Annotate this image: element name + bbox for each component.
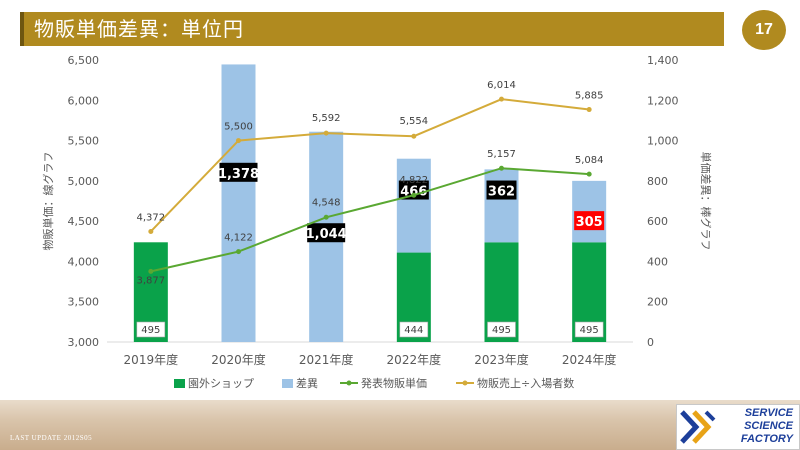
right-axis-tick-label: 600 [647,215,668,228]
left-axis-tick-label: 5,500 [68,135,100,148]
green-bar-data-label: 495 [580,325,599,336]
green-bar-label-box [399,321,429,338]
bar-blue-difference [221,64,256,342]
green-bar-data-label: 495 [141,325,160,336]
logo-line-1: SERVICE [744,407,793,419]
line-point [148,228,154,234]
line-data-label: 5,885 [575,91,604,102]
line-point [586,171,592,177]
page-number-badge: 17 [742,10,786,50]
x-axis-tick-label: 2021年度 [299,352,354,367]
line-point [411,192,417,198]
difference-label-box [398,180,429,200]
line-point [499,96,504,102]
right-axis-tick-label: 200 [647,296,668,309]
legend-marker-green [346,380,352,386]
x-axis-tick-label: 2019年度 [124,352,179,367]
page-title: 物販単価差異：単位円 [34,17,244,41]
green-bar-label-box [487,321,516,338]
line-sales-per-visitor [150,98,590,233]
line-point [323,214,329,220]
x-axis-tick-label: 2023年度 [474,352,529,367]
service-science-factory-logo: SERVICE SCIENCE FACTORY [676,404,800,450]
left-axis-tick-label: 3,500 [68,296,100,309]
x-axis-tick-label: 2024年度 [562,352,617,367]
left-axis-tick-label: 5,000 [68,175,100,188]
difference-label-box [307,223,346,243]
x-axis-tick-label: 2020年度 [211,352,266,367]
left-axis-tick-label: 4,500 [68,215,100,228]
line-data-label: 4,822 [400,175,429,186]
x-axis-tick-label: 2022年度 [387,352,442,367]
line-point [586,107,592,113]
legend-swatch-blue [282,379,293,388]
right-axis-tick-label: 400 [647,255,668,268]
right-axis-tick-label: 1,000 [647,135,679,148]
line-point [236,138,241,144]
line-data-label: 5,500 [224,122,253,133]
right-axis-title: 単価差異：棒グラフ [699,152,713,251]
line-data-label: 5,157 [487,149,516,160]
line-point [236,249,241,255]
green-bar-label-box [574,321,604,338]
chart: 6,500 6,000 5,500 5,000 4,500 4,000 3,500 3,000… [41,54,713,390]
last-update-text: LAST UPDATE 2012S05 [10,434,93,442]
legend-label: 差異 [296,376,318,390]
title-bar [20,12,724,46]
difference-data-label: 1,378 [218,167,259,182]
bar-blue-difference [396,158,431,253]
right-axis-tick-label: 800 [647,175,668,188]
logo-line-3: FACTORY [740,433,793,445]
left-axis-tick-label: 3,000 [68,336,100,349]
line-data-label: 4,548 [312,197,341,208]
line-data-label: 6,014 [487,80,516,91]
logo-mark-icon [680,410,716,444]
difference-label-box [574,211,605,231]
line-point [499,165,504,171]
green-bar-label-box [136,321,166,338]
left-axis-tick-label: 4,000 [68,255,100,268]
line-point [411,133,417,139]
right-axis-tick-label: 0 [647,336,654,349]
title-accent [20,12,24,46]
line-data-label: 3,877 [137,275,166,286]
footer-floor [0,400,800,450]
difference-data-label: 1,044 [306,227,347,242]
line-point [148,268,154,274]
legend-marker-gold [462,380,468,386]
right-axis-tick-label: 1,200 [647,94,679,107]
left-axis-tick-label: 6,500 [68,54,100,67]
left-axis-title: 物販単価：線グラフ [41,152,55,251]
green-bar-data-label: 444 [404,325,423,336]
legend-swatch-green [174,379,185,388]
difference-label-box [219,162,258,182]
left-axis-tick-label: 6,000 [68,94,100,107]
logo-line-2: SCIENCE [744,420,793,432]
legend-label: 園外ショップ [188,377,254,390]
difference-data-label: 362 [488,185,515,200]
right-axis-tick-label: 1,400 [647,54,679,67]
line-point [323,130,329,136]
difference-data-label: 466 [400,185,427,200]
line-data-label: 5,554 [400,116,429,127]
line-data-label: 4,372 [137,212,166,223]
line-data-label: 5,592 [312,113,341,124]
difference-data-label: 305 [576,215,603,230]
line-data-label: 4,122 [224,233,253,244]
line-data-label: 5,084 [575,155,604,166]
legend-label: 発表物販単価 [361,376,427,390]
legend-label: 物販売上÷入場者数 [477,376,574,390]
green-bar-data-label: 495 [492,325,511,336]
difference-label-box [486,180,517,200]
bar-blue-difference [484,169,519,243]
line-published-price [150,167,590,273]
